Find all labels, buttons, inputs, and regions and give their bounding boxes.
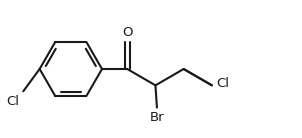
Text: O: O (122, 26, 133, 39)
Text: Cl: Cl (7, 95, 20, 108)
Text: Cl: Cl (216, 77, 229, 90)
Text: Br: Br (149, 111, 164, 124)
